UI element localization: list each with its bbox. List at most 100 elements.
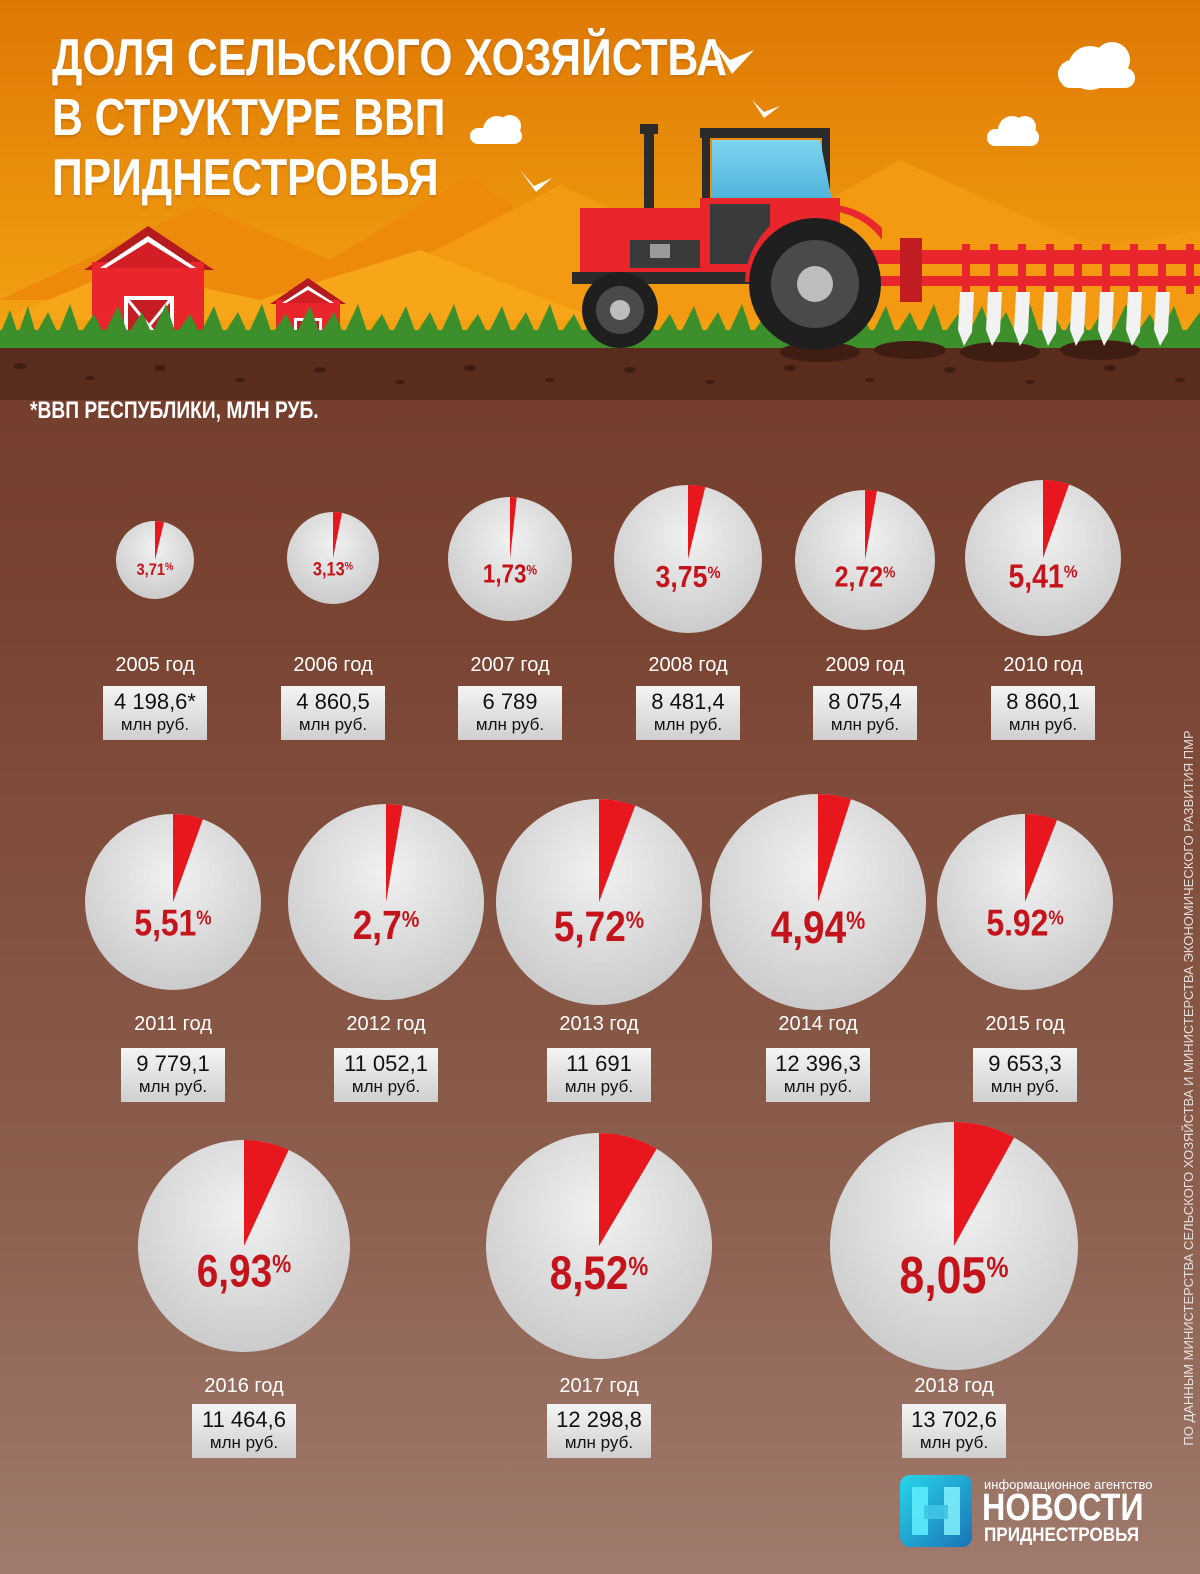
percent-sign: % [626,907,644,934]
gdp-unit: млн руб. [138,1077,208,1096]
source-note: ПО ДАННЫМ МИНИСТЕРСТВА СЕЛЬСКОГО ХОЗЯЙСТ… [1181,730,1196,1446]
year-label: 2012 год [346,1013,426,1035]
gdp-value-box: 13 702,6 млн руб. [902,1404,1006,1458]
gdp-value-box: 4 860,5 млн руб. [281,686,385,740]
percent-sign: % [883,564,895,582]
gdp-unit: млн руб. [351,1077,421,1096]
pie-chart: 5,41% [965,480,1121,636]
gdp-value-box: 6 789 млн руб. [458,686,562,740]
percent-sign: % [1048,906,1064,929]
percent-sign: % [707,564,720,582]
gdp-value-box: 8 481,4 млн руб. [636,686,740,740]
gdp-unit: млн руб. [1008,715,1078,734]
year-label: 2013 год [559,1013,639,1035]
pie-chart: 3,13% [287,512,379,604]
gdp-value-box: 11 691 млн руб. [547,1048,651,1102]
logo-name: НОВОСТИ [982,1487,1144,1529]
year-label: 2005 год [115,654,195,676]
pie-slice-share [386,804,403,902]
gdp-value: 12 396,3 [775,1051,861,1076]
pie-slice-share [599,799,636,902]
gdp-unit: млн руб. [990,1077,1060,1096]
gdp-value: 11 052,1 [343,1051,428,1076]
pie-chart: 3,75% [614,485,762,633]
share-label: 5,72% [554,904,644,951]
pie-slice-share [173,814,203,902]
year-label: 2006 год [293,654,373,676]
bird-icon [520,40,780,192]
percent-sign: % [272,1250,291,1278]
gdp-value: 8 481,4 [651,689,725,714]
year-label: 2007 год [470,654,550,676]
year-label: 2009 год [825,654,905,676]
gdp-value: 6 789 [482,689,538,714]
logo-tagline: информационное агентство [984,1477,1153,1492]
gdp-value: 9 779,1 [136,1051,210,1076]
cloud-icon [987,116,1039,146]
pie-slice-share [1043,480,1070,558]
gdp-value-box: 8 860,1 млн руб. [991,686,1095,740]
gdp-value: 11 691 [566,1051,632,1076]
percent-sign: % [402,907,420,933]
gdp-value-box: 8 075,4 млн руб. [813,686,917,740]
percent-sign: % [628,1252,648,1281]
pie-chart: 2,72% [795,490,935,630]
pie-chart: 8,52% [486,1133,712,1359]
share-label: 2,7% [353,903,420,949]
pie-slice-share [244,1140,289,1246]
share-label: 3,13% [313,558,353,579]
gdp-unit: млн руб. [120,715,190,734]
year-label: 2016 год [204,1375,284,1397]
gdp-value-box: 4 198,6* млн руб. [103,686,207,740]
page-title: ДОЛЯ СЕЛЬСКОГО ХОЗЯЙСТВА В СТРУКТУРЕ ВВП… [52,28,727,208]
title-line: ПРИДНЕСТРОВЬЯ [52,149,439,207]
logo-region: ПРИДНЕСТРОВЬЯ [984,1525,1140,1546]
barn-icon [84,226,214,353]
percent-sign: % [846,907,865,935]
gdp-value: 8 860,1 [1006,689,1080,714]
pie-slice-share [333,512,342,558]
cloud-icon [1058,42,1135,90]
gdp-value-box: 9 779,1 млн руб. [121,1048,225,1102]
gdp-value: 9 653,3 [988,1051,1062,1076]
logo-mark-icon [900,1475,972,1547]
share-label: 5,41% [1009,558,1078,596]
gdp-value-box: 12 396,3 млн руб. [766,1048,870,1102]
subtitle: *ВВП РЕСПУБЛИКИ, МЛН РУБ. [30,397,319,424]
pie-chart: 4,94% [710,794,926,1010]
percent-sign: % [165,561,173,573]
percent-sign: % [526,562,537,578]
gdp-value-box: 11 052,1 млн руб. [334,1048,438,1102]
pie-slice-share [510,497,517,559]
share-label: 5.92% [986,903,1064,944]
plough-icon [870,238,1200,346]
pie-chart: 8,05% [830,1122,1078,1370]
percent-sign: % [986,1251,1008,1283]
pie-slice-share [155,521,165,560]
gdp-value-box: 11 464,6 млн руб. [192,1404,296,1458]
percent-sign: % [1064,562,1078,582]
gdp-value: 8 075,4 [828,689,902,714]
gdp-value: 12 298,8 [556,1407,642,1432]
gdp-unit: млн руб. [830,715,900,734]
pie-slice-share [1025,814,1057,902]
pie-chart: 5,72% [496,799,702,1005]
tractor-icon [572,124,882,350]
gdp-value: 4 198,6* [114,689,196,714]
gdp-value: 13 702,6 [911,1407,997,1432]
year-label: 2015 год [985,1013,1065,1035]
pie-slice-share [865,490,877,560]
farm-scene [0,0,1200,400]
year-label: 2014 год [778,1013,858,1035]
gdp-unit: млн руб. [298,715,368,734]
pie-slice-share [818,794,851,902]
year-label: 2010 год [1003,654,1083,676]
share-label: 3,71% [137,561,174,579]
year-label: 2008 год [648,654,728,676]
pie-chart: 5,51% [85,814,261,990]
pie-slice-share [954,1122,1015,1246]
gdp-value-box: 12 298,8 млн руб. [547,1404,651,1458]
pie-chart: 3,71% [116,521,194,599]
